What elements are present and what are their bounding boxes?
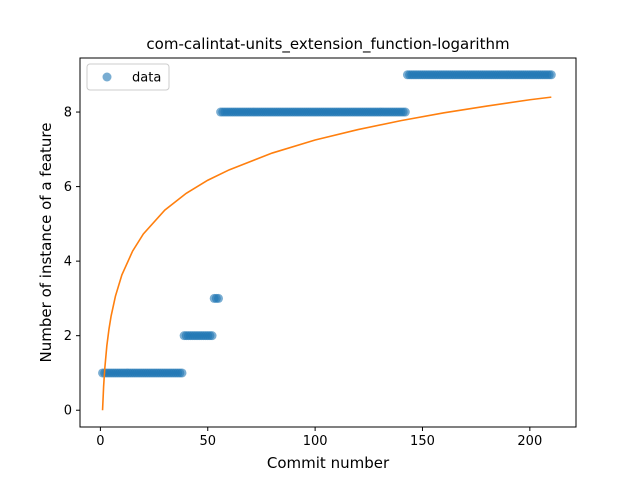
plot-frame [79, 57, 577, 428]
x-tick-label: 0 [96, 434, 104, 449]
y-tick-label: 6 [64, 180, 72, 195]
x-axis: 0 50 100 150 200 [96, 427, 542, 449]
y-tick-label: 0 [64, 404, 72, 419]
chart-title: com-calintat-units_extension_function-lo… [146, 35, 509, 54]
y-tick-label: 2 [64, 329, 72, 344]
legend-label-data: data [132, 71, 161, 86]
x-tick-label: 50 [199, 434, 216, 449]
y-tick-label: 8 [64, 106, 72, 121]
y-tick-label: 4 [64, 255, 72, 270]
x-tick-label: 100 [303, 434, 328, 449]
x-tick-label: 150 [410, 434, 435, 449]
y-axis: 0 2 4 6 8 [64, 106, 80, 419]
data-point [546, 70, 556, 80]
data-point [207, 331, 217, 341]
legend: data [86, 63, 170, 91]
data-point [177, 368, 187, 378]
data-point [213, 293, 223, 303]
legend-marker-data [102, 72, 112, 82]
legend-box [86, 63, 170, 91]
x-axis-label: Commit number [267, 454, 390, 472]
plot-area [98, 70, 556, 411]
fit-curve [101, 96, 552, 411]
x-tick-label: 200 [517, 434, 542, 449]
data-points [98, 70, 556, 378]
data-point [400, 107, 410, 117]
y-axis-label: Number of instance of a feature [37, 123, 55, 363]
